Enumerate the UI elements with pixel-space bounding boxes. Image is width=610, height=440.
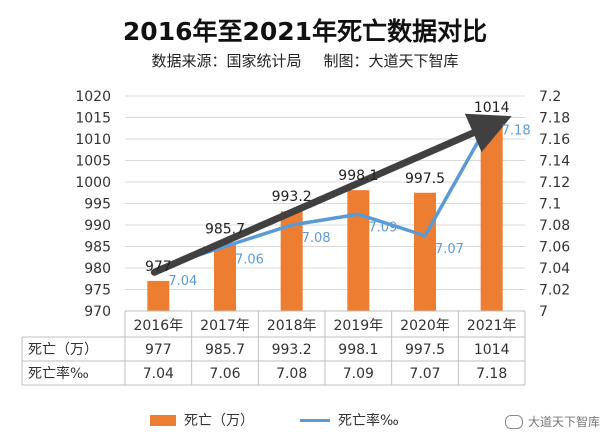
- bar-value-label: 977: [145, 259, 172, 275]
- y-left-tick-label: 1005: [75, 154, 111, 170]
- y-left-tick-label: 975: [84, 283, 111, 299]
- wechat-icon: [504, 414, 523, 429]
- table-cell: 7.08: [276, 366, 307, 382]
- y-left-tick-label: 990: [84, 218, 111, 234]
- rate-value-label: 7.09: [368, 220, 397, 235]
- table-cell: 7.07: [409, 366, 440, 382]
- source-note: 数据来源：国家统计局: [151, 52, 302, 70]
- chart-subtitle: 数据来源：国家统计局 制图：大道天下智库: [0, 50, 610, 71]
- y-right-tick-label: 7.14: [539, 154, 570, 170]
- table-cell: 1014: [474, 342, 510, 358]
- table-row-label: 死亡率‰: [28, 365, 89, 382]
- legend-bar-label: 死亡（万）: [184, 413, 254, 429]
- y-left-tick-label: 1000: [75, 175, 111, 191]
- trend-arrow: [150, 113, 512, 276]
- y-right-tick-label: 7.18: [539, 111, 570, 127]
- watermark-text: 大道天下智库: [527, 415, 600, 429]
- table-cell: 985.7: [205, 342, 245, 358]
- y-right-tick-label: 7.02: [539, 283, 570, 299]
- y-right-tick-label: 7.16: [539, 132, 570, 148]
- bar: [214, 243, 236, 311]
- rate-value-label: 7.04: [168, 274, 197, 289]
- table-cell: 997.5: [405, 342, 445, 358]
- legend-bar-swatch: [150, 414, 176, 426]
- bar: [347, 190, 370, 311]
- legend: 死亡（万） 死亡率‰: [0, 410, 610, 434]
- y-left-tick-label: 995: [84, 197, 111, 213]
- y-left-tick-label: 1020: [75, 89, 111, 105]
- table-cell: 993.2: [272, 342, 312, 358]
- y-right-tick-label: 7.1: [539, 197, 561, 213]
- bar: [147, 280, 170, 311]
- table-cell: 998.1: [338, 342, 378, 358]
- rate-value-label: 7.18: [502, 124, 531, 139]
- category-label: 2020年: [400, 318, 450, 334]
- category-label: 2021年: [467, 318, 517, 334]
- watermark: 大道天下智库: [504, 413, 600, 430]
- legend-item-line: 死亡率‰: [300, 410, 399, 430]
- bar-value-label: 1014: [474, 100, 510, 116]
- y-left-tick-label: 1010: [75, 132, 111, 148]
- legend-line-label: 死亡率‰: [338, 413, 399, 429]
- bar: [480, 121, 503, 311]
- chart-title: 2016年至2021年死亡数据对比: [122, 17, 488, 46]
- category-label: 2019年: [334, 318, 384, 334]
- y-right-tick-label: 7.06: [539, 240, 570, 256]
- y-right-tick-label: 7.12: [539, 175, 570, 191]
- legend-item-bars: 死亡（万）: [150, 410, 254, 430]
- category-label: 2017年: [200, 318, 250, 334]
- table-cell: 7.04: [143, 366, 174, 382]
- y-right-tick-label: 7.04: [539, 261, 570, 277]
- y-right-tick-label: 7.2: [539, 89, 561, 105]
- maker-note: 制图：大道天下智库: [323, 52, 459, 70]
- bar-value-label: 997.5: [405, 171, 445, 187]
- y-right-tick-label: 7: [539, 304, 548, 320]
- bar: [280, 211, 303, 311]
- category-label: 2016年: [134, 318, 184, 334]
- y-left-tick-label: 1015: [75, 111, 111, 127]
- rate-value-label: 7.07: [435, 242, 464, 257]
- y-left-tick-label: 970: [84, 304, 111, 320]
- table-cell: 7.09: [343, 366, 374, 382]
- table-cell: 7.18: [476, 366, 507, 382]
- table-cell: 977: [145, 342, 172, 358]
- table-row-label: 死亡（万）: [28, 342, 98, 358]
- bar: [414, 192, 436, 311]
- rate-value-label: 7.06: [235, 253, 264, 268]
- bar-value-label: 998.1: [338, 168, 378, 184]
- bar-value-label: 993.2: [272, 189, 312, 205]
- y-right-tick-label: 7.08: [539, 218, 570, 234]
- rate-value-label: 7.08: [302, 231, 331, 246]
- y-left-tick-label: 985: [84, 240, 111, 256]
- legend-line-swatch: [300, 418, 330, 422]
- combo-chart: 977 985.7 993.2 998.1 997.5 1014 7.04 7.06 7.08 7…: [21, 89, 570, 386]
- bar-value-label: 985.7: [205, 221, 245, 237]
- table-cell: 7.06: [209, 366, 240, 382]
- category-label: 2018年: [267, 318, 317, 334]
- y-left-tick-label: 980: [84, 261, 111, 277]
